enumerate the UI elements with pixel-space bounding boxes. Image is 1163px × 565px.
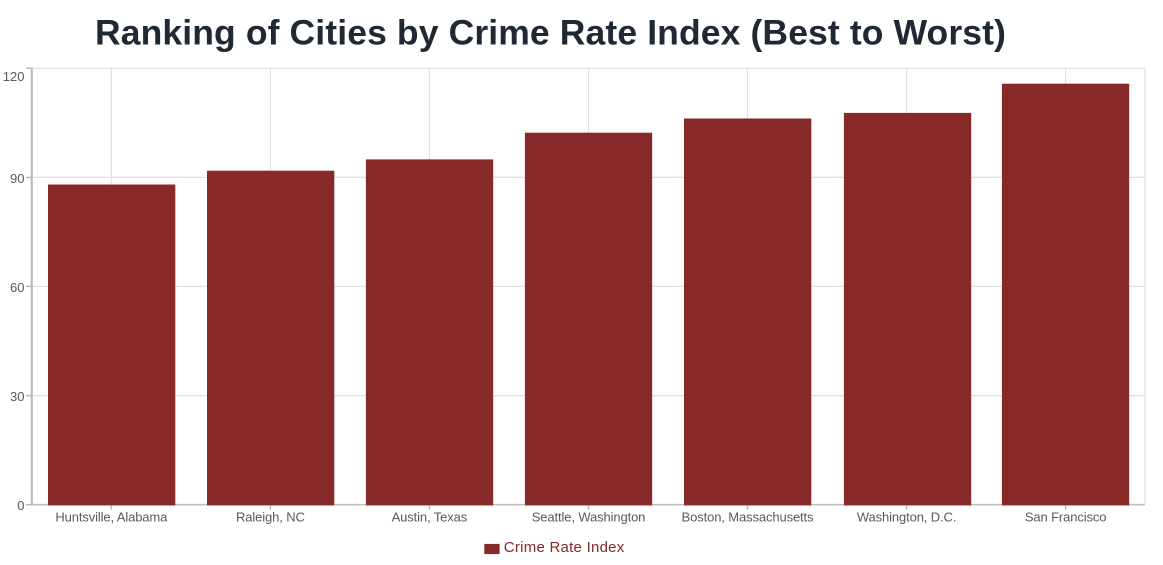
svg-text:Washington, D.C.: Washington, D.C. [857, 509, 956, 524]
svg-text:Seattle, Washington: Seattle, Washington [532, 509, 646, 524]
svg-text:0: 0 [17, 498, 24, 513]
svg-text:Raleigh, NC: Raleigh, NC [236, 509, 305, 524]
svg-text:Austin, Texas: Austin, Texas [392, 509, 468, 524]
svg-text:Crime Rate Index: Crime Rate Index [504, 539, 625, 556]
svg-text:120: 120 [3, 69, 25, 84]
svg-text:90: 90 [10, 171, 24, 186]
svg-text:30: 30 [10, 389, 24, 404]
svg-text:60: 60 [10, 280, 24, 295]
svg-text:San Francisco: San Francisco [1025, 509, 1107, 524]
svg-text:Boston, Massachusetts: Boston, Massachusetts [682, 509, 814, 524]
svg-text:Huntsville, Alabama: Huntsville, Alabama [55, 509, 168, 524]
svg-text:Ranking of Cities by Crime Rat: Ranking of Cities by Crime Rate Index (B… [95, 13, 1006, 53]
